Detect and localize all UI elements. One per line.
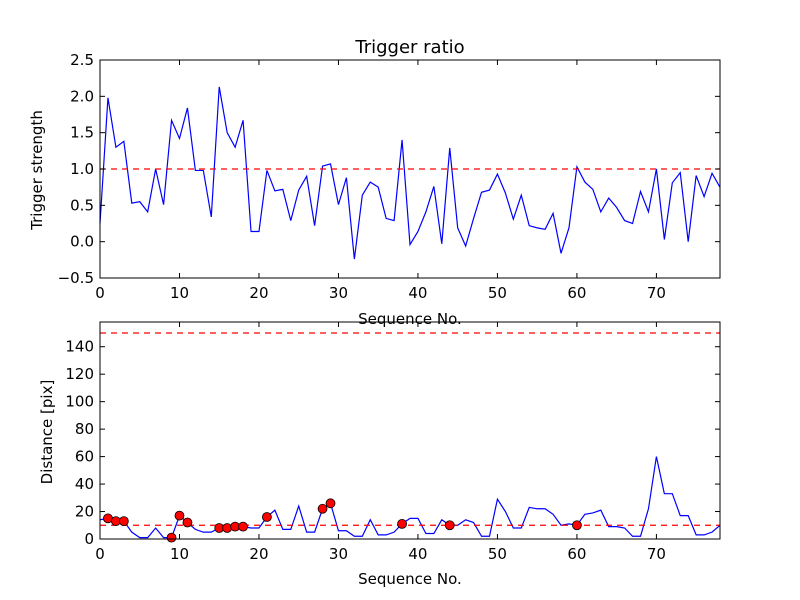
data-point xyxy=(397,518,407,529)
y-tick-label: 80 xyxy=(75,420,94,438)
x-tick-label: 70 xyxy=(647,545,666,563)
data-point xyxy=(238,521,248,532)
bottom-y-axis-label: Distance [pix] xyxy=(38,380,56,485)
chart-bottom: 0 10 20 30 40 50 60 70 0 20 40 60 80 100 120 140 Sequen… xyxy=(38,321,721,588)
bottom-x-axis-label: Sequence No. xyxy=(358,570,462,588)
y-tick-label: 60 xyxy=(75,448,94,466)
x-tick-label: 20 xyxy=(249,284,268,302)
y-tick-label: 120 xyxy=(65,365,94,383)
data-point xyxy=(166,532,177,543)
y-tick-label: 100 xyxy=(65,393,94,411)
y-tick-label: 140 xyxy=(65,338,94,356)
data-point xyxy=(174,510,185,521)
data-point xyxy=(118,516,129,527)
y-tick-label: 0.5 xyxy=(70,196,94,214)
y-tick-label: 1.0 xyxy=(70,160,94,178)
x-tick-label: 0 xyxy=(95,545,105,563)
data-point xyxy=(182,517,193,528)
y-tick-label: 0.0 xyxy=(70,233,94,251)
x-tick-label: 0 xyxy=(95,284,105,302)
x-tick-label: 60 xyxy=(567,545,586,563)
y-tick-label: 40 xyxy=(75,475,94,493)
series-line xyxy=(99,456,721,539)
top-y-axis-label: Trigger strength xyxy=(28,110,46,231)
x-tick-label: 30 xyxy=(329,284,348,302)
top-axis-ticks: 0 10 20 30 40 50 60 70 −0.5 0.0 0.5 1.0 1.5 2.0 2.5 xyxy=(58,51,720,302)
y-tick-label: 0 xyxy=(84,530,94,548)
y-tick-label: 2.5 xyxy=(70,51,94,69)
bottom-plot-marks xyxy=(99,332,721,543)
data-point xyxy=(325,498,336,509)
top-plot-marks xyxy=(99,86,721,260)
bottom-plot-frame xyxy=(99,321,721,540)
chart-top: Trigger ratio 0 10 20 30 40 50 60 70 −0.5 0.0 0.5 1… xyxy=(28,37,721,328)
x-tick-label: 40 xyxy=(408,545,427,563)
x-tick-label: 50 xyxy=(488,284,507,302)
y-tick-label: −0.5 xyxy=(58,269,94,287)
x-tick-label: 10 xyxy=(170,284,189,302)
y-tick-label: 20 xyxy=(75,503,94,521)
data-point xyxy=(572,520,582,531)
x-tick-label: 20 xyxy=(249,545,268,563)
y-tick-label: 1.5 xyxy=(70,124,94,142)
top-x-axis-label: Sequence No. xyxy=(358,310,462,328)
x-tick-label: 60 xyxy=(567,284,586,302)
data-point xyxy=(317,503,328,514)
x-tick-label: 70 xyxy=(647,284,666,302)
data-point xyxy=(222,523,233,533)
x-tick-label: 50 xyxy=(488,545,507,563)
bottom-axis-ticks: 0 10 20 30 40 50 60 70 0 20 40 60 80 100 120 140 xyxy=(65,322,720,563)
chart-title-top: Trigger ratio xyxy=(354,37,464,58)
data-point xyxy=(444,520,455,531)
data-point xyxy=(262,512,272,522)
x-tick-label: 10 xyxy=(170,545,189,563)
y-tick-label: 2.0 xyxy=(70,87,94,105)
series-line xyxy=(99,86,721,260)
x-tick-label: 30 xyxy=(329,545,348,563)
x-tick-label: 40 xyxy=(408,284,427,302)
